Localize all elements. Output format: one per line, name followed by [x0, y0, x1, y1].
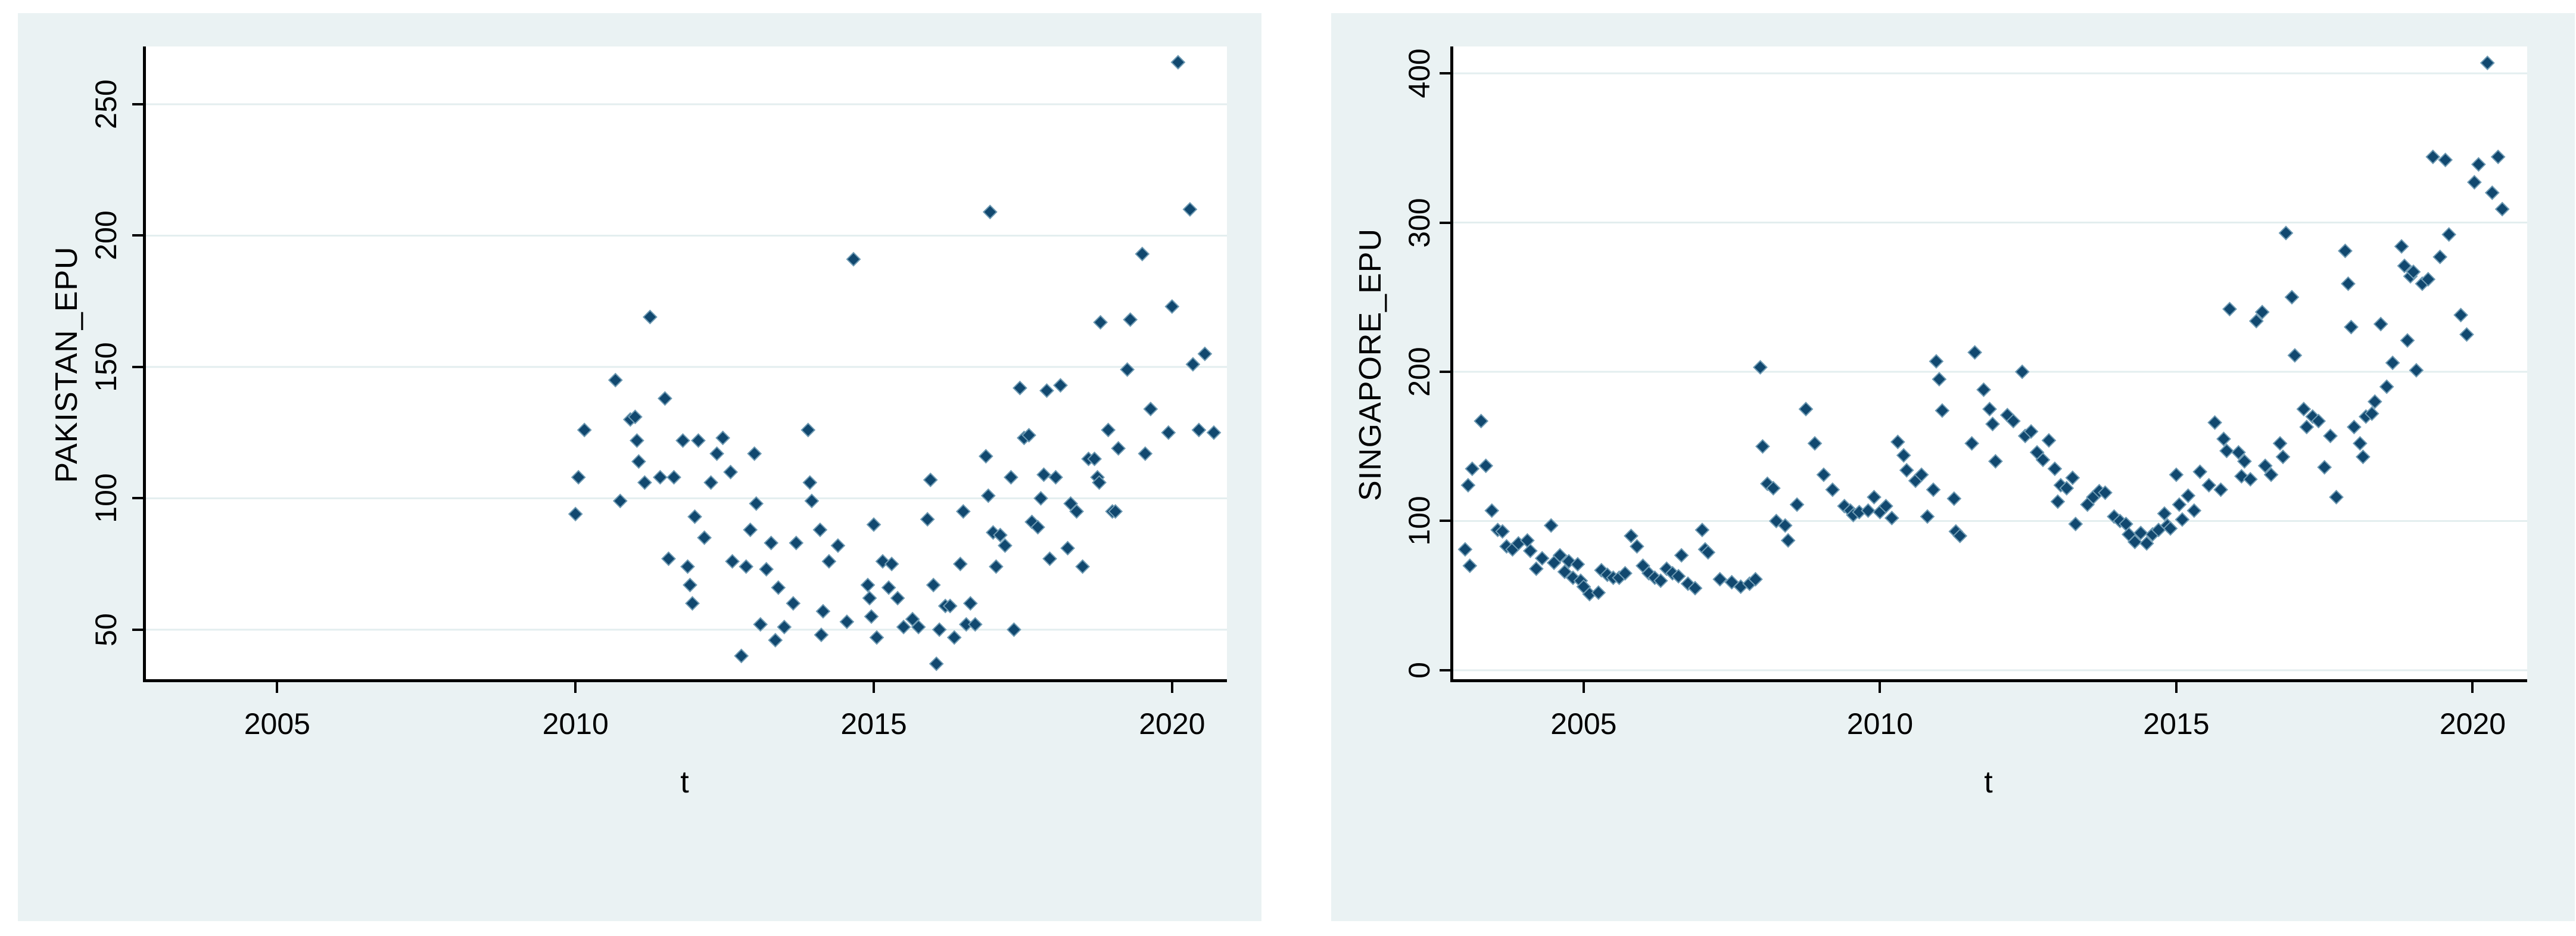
- y-axis-tick: [1440, 371, 1450, 374]
- x-axis-tick: [574, 682, 577, 693]
- x-axis-tick: [1170, 682, 1173, 693]
- singapore-epu-scatter-canvas: [1450, 46, 2527, 682]
- singapore-epu-chart-panel: SINGAPORE_EPU t 2005 2010 2015 2020 0 100 200 3…: [1331, 13, 2575, 921]
- y-tick-label: 150: [89, 342, 123, 392]
- x-tick-label: 2010: [542, 707, 609, 741]
- x-axis-title: t: [680, 765, 690, 800]
- y-axis-tick: [132, 234, 143, 237]
- x-axis-tick: [2471, 682, 2474, 693]
- y-axis-title: SINGAPORE_EPU: [1353, 228, 1388, 501]
- x-tick-label: 2005: [1550, 707, 1617, 741]
- pakistan-epu-scatter-canvas: [143, 46, 1227, 682]
- y-axis-tick: [132, 497, 143, 500]
- y-tick-label: 0: [1403, 662, 1436, 679]
- x-tick-label: 2005: [244, 707, 310, 741]
- y-tick-label: 50: [89, 613, 123, 646]
- x-axis-tick: [1582, 682, 1585, 693]
- y-tick-label: 100: [1403, 496, 1436, 546]
- y-tick-label: 300: [1403, 197, 1436, 248]
- x-tick-label: 2020: [1139, 707, 1206, 741]
- plot-area: [143, 46, 1227, 682]
- y-axis-tick: [1440, 520, 1450, 523]
- x-axis-tick: [2175, 682, 2178, 693]
- y-axis-tick: [1440, 72, 1450, 75]
- y-tick-label: 400: [1403, 48, 1436, 98]
- y-axis-title: PAKISTAN_EPU: [49, 245, 84, 483]
- y-axis-tick: [132, 103, 143, 105]
- x-axis-title: t: [1984, 765, 1993, 800]
- y-tick-label: 250: [89, 79, 123, 129]
- x-axis-tick: [1879, 682, 1882, 693]
- y-tick-label: 200: [1403, 347, 1436, 397]
- x-tick-label: 2020: [2439, 707, 2506, 741]
- y-tick-label: 100: [89, 473, 123, 524]
- plot-area: [1450, 46, 2527, 682]
- y-axis-tick: [1440, 221, 1450, 224]
- x-axis-tick: [276, 682, 279, 693]
- pakistan-epu-chart-panel: PAKISTAN_EPU t 2005 2010 2015 2020 50 100 150 2…: [18, 13, 1261, 921]
- x-tick-label: 2015: [840, 707, 907, 741]
- y-axis-tick: [132, 365, 143, 368]
- y-tick-label: 200: [89, 210, 123, 261]
- x-tick-label: 2010: [1846, 707, 1914, 741]
- x-tick-label: 2015: [2143, 707, 2210, 741]
- x-axis-tick: [873, 682, 876, 693]
- y-axis-tick: [1440, 668, 1450, 671]
- y-axis-tick: [132, 628, 143, 631]
